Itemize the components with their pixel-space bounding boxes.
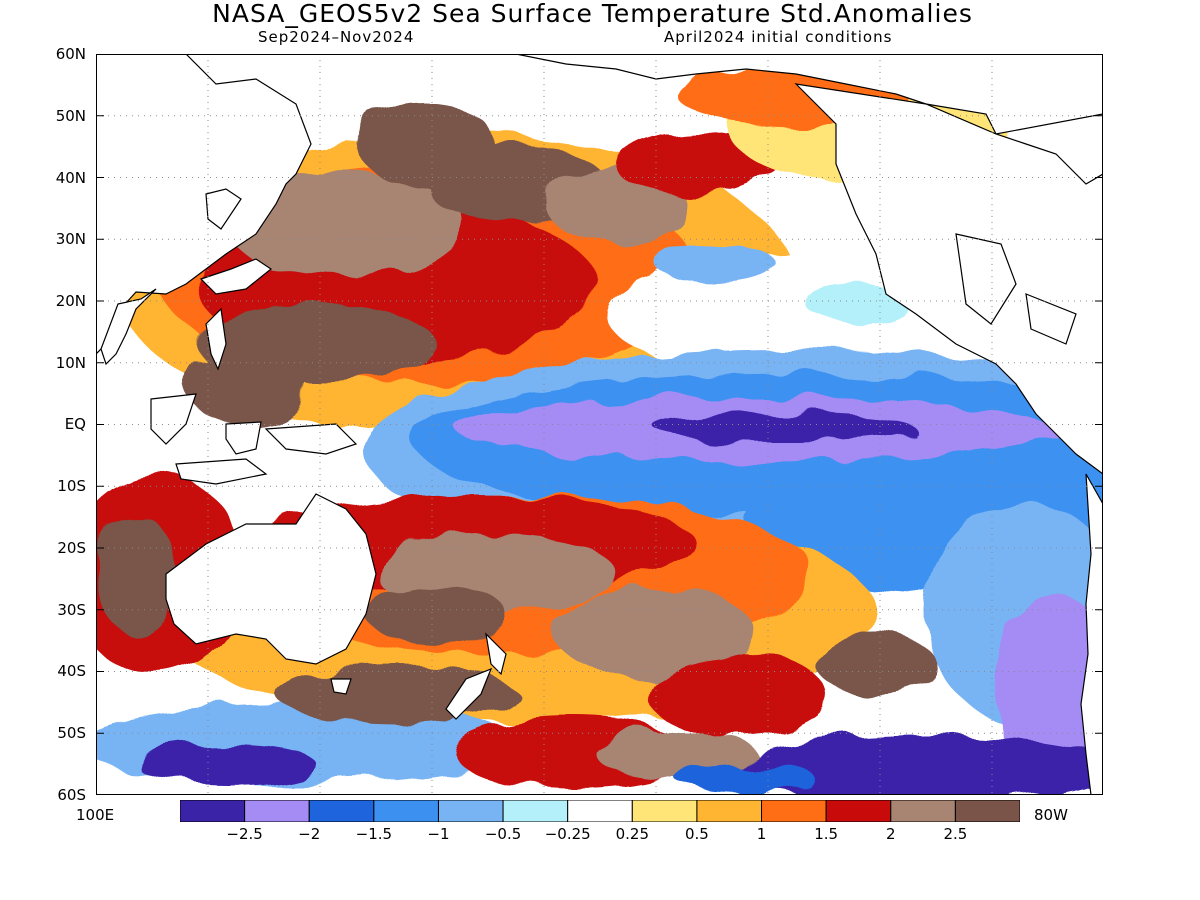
colorbar-swatch bbox=[244, 800, 310, 822]
colorbar-swatch bbox=[180, 800, 246, 822]
colorbar-swatch bbox=[825, 800, 892, 822]
colorbar-tick-label: −0.5 bbox=[484, 825, 522, 843]
colorbar-tick-label: −2.5 bbox=[226, 825, 263, 843]
colorbar bbox=[180, 800, 1020, 822]
lat-label: 40S bbox=[57, 662, 86, 680]
colorbar-tick-label: 2.5 bbox=[943, 825, 968, 843]
anomaly-field bbox=[96, 59, 1103, 795]
colorbar-swatch bbox=[890, 800, 956, 822]
forecast-period: Sep2024–Nov2024 bbox=[258, 28, 415, 46]
colorbar-tick-label: −2 bbox=[298, 825, 321, 843]
lat-label: 50N bbox=[55, 107, 86, 125]
colorbar-tick-label: 2 bbox=[885, 825, 896, 843]
colorbar-tick-label: 1.5 bbox=[814, 825, 839, 843]
colorbar-swatch bbox=[437, 800, 504, 822]
colorbar-tick-label: −1 bbox=[427, 825, 450, 843]
colorbar-swatch bbox=[761, 800, 827, 822]
colorbar-swatch bbox=[696, 800, 763, 822]
lat-label: 40N bbox=[55, 169, 86, 187]
colorbar-tick-label: 0.25 bbox=[615, 825, 649, 843]
lat-label: 30S bbox=[57, 601, 86, 619]
lat-label: 20N bbox=[55, 292, 86, 310]
initial-conditions: April2024 initial conditions bbox=[664, 28, 893, 46]
lat-label: 10N bbox=[55, 354, 86, 372]
lat-label: 10S bbox=[57, 477, 86, 495]
map-title: NASA_GEOS5v2 Sea Surface Temperature Std… bbox=[212, 0, 973, 28]
lat-label: 20S bbox=[57, 539, 86, 557]
land-masses bbox=[96, 54, 1103, 795]
colorbar-swatch bbox=[502, 800, 569, 822]
lat-label: 60S bbox=[57, 786, 86, 804]
sst-anomaly-map bbox=[96, 54, 1103, 795]
colorbar-swatch bbox=[631, 800, 698, 822]
lat-label: 30N bbox=[55, 230, 86, 248]
colorbar-tick-label: −0.25 bbox=[544, 825, 591, 843]
lon-label-east: 80W bbox=[1034, 806, 1068, 824]
colorbar-swatch bbox=[308, 800, 375, 822]
colorbar-tick-label: 1 bbox=[756, 825, 767, 843]
lat-label: EQ bbox=[64, 415, 86, 433]
colorbar-swatch bbox=[567, 800, 633, 822]
colorbar-tick-label: −1.5 bbox=[355, 825, 393, 843]
colorbar-swatch bbox=[373, 800, 439, 822]
lon-label-west: 100E bbox=[76, 806, 115, 824]
lat-label: 50S bbox=[57, 724, 86, 742]
colorbar-tick-label: 0.5 bbox=[684, 825, 709, 843]
lat-ticks bbox=[96, 115, 1103, 734]
colorbar-swatch bbox=[954, 800, 1020, 822]
lat-label: 60N bbox=[55, 45, 86, 63]
